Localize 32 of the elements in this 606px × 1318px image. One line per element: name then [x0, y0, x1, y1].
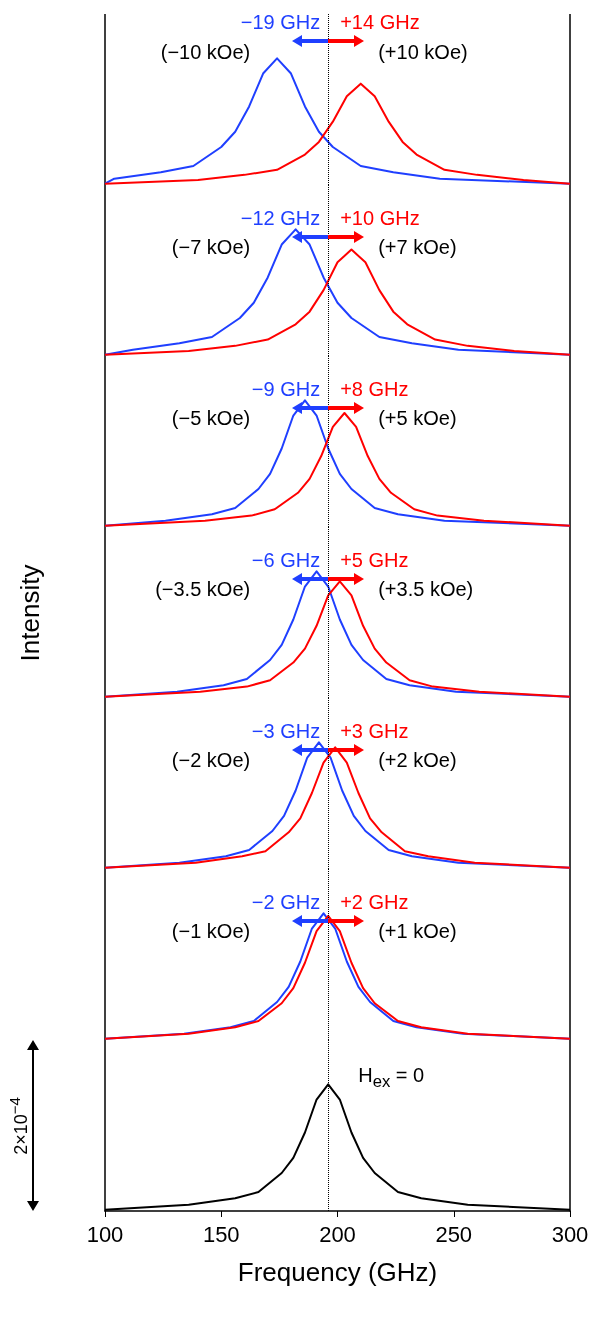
x-tick-label: 100 — [86, 1221, 124, 1247]
text: +10 GHz — [340, 207, 420, 229]
text: −9 GHz — [251, 378, 321, 400]
y-axis-title: Intensity — [15, 564, 45, 661]
text: +2 GHz — [340, 891, 409, 913]
annotation: (−1 kOe) — [171, 920, 251, 942]
text: +5 GHz — [340, 549, 409, 571]
x-tick-label: 300 — [551, 1221, 589, 1247]
text: +8 GHz — [340, 378, 409, 400]
x-axis-title: Frequency (GHz) — [237, 1257, 438, 1287]
annotation: (+3.5 kOe) — [378, 578, 474, 600]
annotation: (+1 kOe) — [378, 920, 457, 942]
annotation: (−2 kOe) — [171, 749, 251, 771]
annotation: (+5 kOe) — [378, 407, 457, 429]
text: −12 GHz — [240, 207, 321, 229]
annotation: (−7 kOe) — [171, 236, 251, 258]
text: −2 GHz — [251, 891, 321, 913]
x-tick-label: 250 — [435, 1221, 473, 1247]
annotation: (−10 kOe) — [160, 41, 251, 63]
annotation: (+7 kOe) — [378, 236, 457, 258]
annotation: (+2 kOe) — [378, 749, 457, 771]
text: +3 GHz — [340, 720, 409, 742]
text: −3 GHz — [251, 720, 321, 742]
annotation: (−5 kOe) — [171, 407, 251, 429]
annotation: (−3.5 kOe) — [155, 578, 251, 600]
text: −6 GHz — [251, 549, 321, 571]
text: −19 GHz — [240, 11, 321, 33]
annotation: H$_{ex}$ = 0 — [358, 1064, 425, 1092]
x-tick-label: 150 — [202, 1221, 240, 1247]
x-tick-label: 200 — [319, 1221, 356, 1247]
text: +14 GHz — [340, 11, 420, 33]
annotation: (+10 kOe) — [378, 41, 468, 63]
